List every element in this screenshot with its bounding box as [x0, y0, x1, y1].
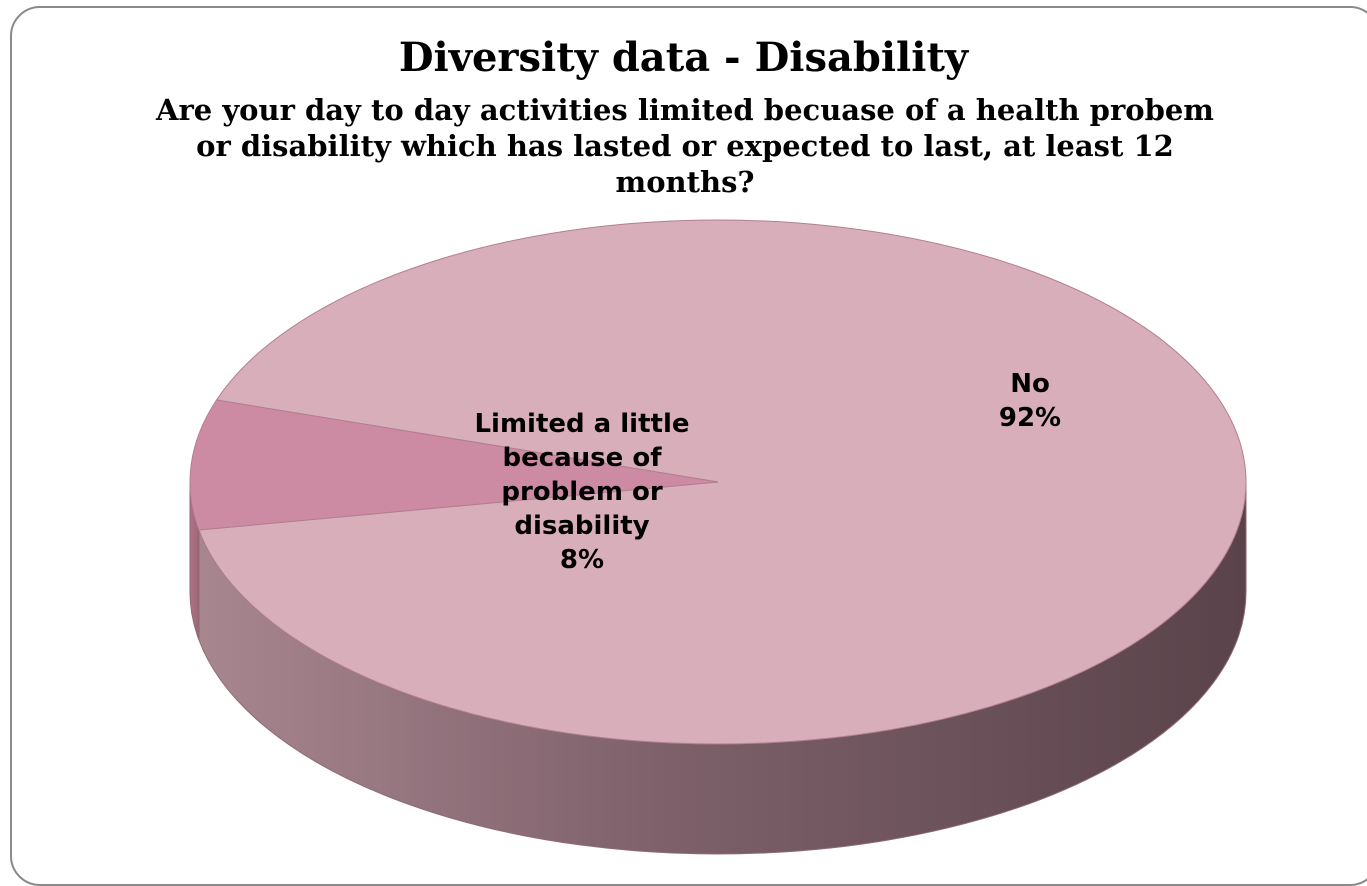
pie-label-limited-line: Limited a little	[474, 409, 689, 439]
chart-subtitle: Are your day to day activities limited b…	[156, 93, 1214, 199]
pie-top-group	[189, 219, 1247, 745]
pie-label-limited-line: problem or	[501, 477, 662, 507]
pie-labels-group: No 92% Limited a little because of problem o…	[474, 369, 1061, 575]
pie-label-limited: Limited a little because of problem or disa…	[474, 409, 689, 575]
pie-label-limited-line: disability	[514, 511, 649, 541]
pie-label-no-line: 92%	[999, 403, 1061, 433]
pie-slice-no	[198, 219, 1247, 745]
pie-label-limited-line: because of	[502, 443, 662, 473]
chart-title: Diversity data - Disability	[398, 34, 969, 81]
pie-slice-limited	[189, 399, 719, 531]
pie-label-no-line: No	[1010, 369, 1050, 399]
pie-label-limited-line: 8%	[560, 545, 604, 575]
pie-label-no: No 92%	[999, 369, 1061, 433]
